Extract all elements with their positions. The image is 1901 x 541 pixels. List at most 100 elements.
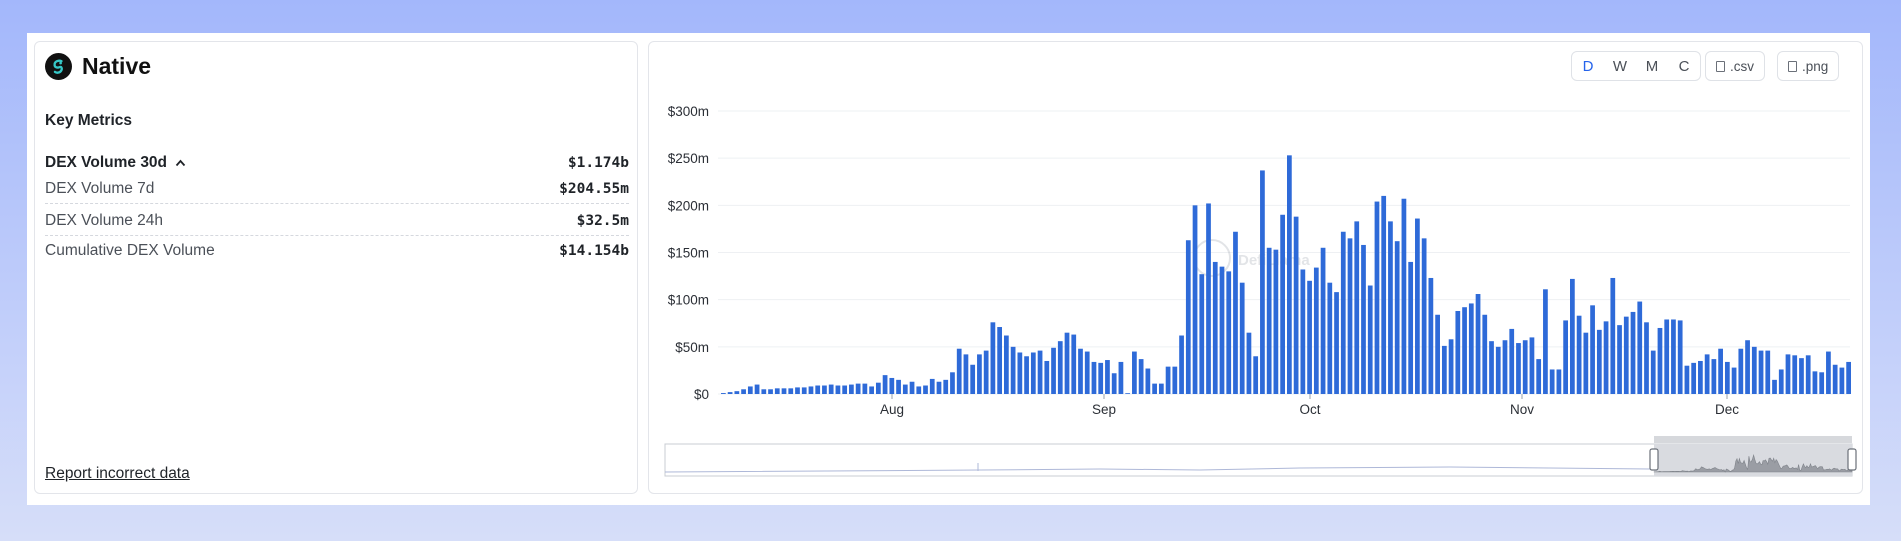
bar — [862, 383, 868, 394]
brush-area — [1653, 453, 1853, 473]
bar — [1266, 247, 1272, 394]
brush-series-line — [664, 466, 1651, 473]
period-button-d[interactable]: D — [1582, 57, 1594, 75]
x-tick-label: Aug — [880, 402, 904, 417]
metric-label: DEX Volume 7d — [45, 180, 155, 197]
bar — [788, 388, 794, 394]
brush-handle-left[interactable] — [1649, 448, 1659, 471]
chart-panel: D W M C .csv .png — [648, 41, 1863, 494]
bar — [916, 386, 922, 394]
bar — [774, 388, 780, 394]
bar — [1596, 329, 1602, 394]
bar — [950, 372, 955, 394]
bar — [1751, 346, 1757, 394]
bar — [734, 391, 740, 394]
zoom-brush[interactable] — [664, 436, 1857, 477]
bar — [1812, 371, 1818, 394]
bar — [882, 375, 888, 394]
bar — [1280, 214, 1285, 394]
bar — [875, 382, 881, 394]
bar — [1260, 170, 1265, 394]
metric-value: $1.174b — [567, 155, 629, 171]
bar — [1718, 348, 1723, 394]
bar — [1347, 238, 1353, 394]
metric-row-dex-volume-30d[interactable]: DEX Volume 30d $1.174b — [45, 154, 629, 172]
bar — [1711, 359, 1717, 394]
bar — [1253, 356, 1259, 394]
bar — [936, 381, 942, 394]
bar — [1778, 369, 1784, 394]
bar — [983, 350, 989, 394]
bar — [781, 388, 787, 394]
bar — [1091, 361, 1097, 394]
bar — [1637, 301, 1643, 394]
metric-row-dex-volume-24h: DEX Volume 24h $32.5m — [45, 212, 629, 236]
bar — [1320, 247, 1326, 394]
bar — [1448, 339, 1454, 394]
bar — [1556, 369, 1562, 394]
report-incorrect-data-link[interactable]: Report incorrect data — [45, 465, 190, 482]
bar — [1745, 340, 1750, 394]
bar — [1657, 327, 1663, 394]
bar — [1441, 345, 1447, 394]
bar — [1024, 356, 1029, 394]
bar — [1334, 292, 1339, 394]
bar — [1576, 315, 1582, 394]
x-tick-label: Oct — [1299, 402, 1320, 417]
period-button-m[interactable]: M — [1645, 57, 1659, 75]
bar — [1509, 328, 1515, 394]
key-metrics-heading: Key Metrics — [45, 112, 133, 129]
download-png-button[interactable]: .png — [1777, 51, 1840, 81]
metric-label: Cumulative DEX Volume — [45, 242, 215, 259]
bar — [1610, 277, 1616, 394]
metric-toggle[interactable]: DEX Volume 30d — [45, 154, 186, 172]
bar — [1374, 201, 1380, 394]
download-csv-button[interactable]: .csv — [1705, 51, 1766, 81]
bar — [1313, 267, 1319, 394]
y-tick-label: $0 — [694, 387, 709, 402]
bar — [1455, 310, 1461, 394]
bar — [1785, 354, 1791, 394]
metrics-panel: Native Key Metrics DEX Volume 30d $1.174… — [34, 41, 638, 494]
bar — [1529, 337, 1535, 394]
bar — [1644, 322, 1649, 394]
bar — [1415, 218, 1420, 394]
bar — [1590, 305, 1595, 394]
bar — [1030, 352, 1036, 394]
bar — [1340, 231, 1346, 394]
bar — [1468, 303, 1474, 394]
bar — [1617, 325, 1622, 394]
bar — [1502, 340, 1508, 394]
period-button-c[interactable]: C — [1678, 57, 1690, 75]
protocol-header: Native — [45, 53, 151, 80]
bar — [1805, 355, 1811, 394]
bar — [1287, 155, 1292, 394]
brush-handle-right[interactable] — [1847, 448, 1857, 471]
bar — [795, 387, 800, 394]
bar — [896, 379, 901, 394]
y-tick-label: $50m — [675, 340, 709, 355]
period-button-w[interactable]: W — [1612, 57, 1628, 75]
bar — [1300, 269, 1306, 394]
bar — [943, 379, 949, 394]
brush-selection-bar[interactable] — [1654, 436, 1852, 443]
bar — [1367, 285, 1373, 394]
metric-row-dex-volume-7d: DEX Volume 7d $204.55m — [45, 180, 629, 204]
bar — [1239, 282, 1245, 394]
bar — [1428, 277, 1434, 394]
bar — [1731, 367, 1737, 394]
chevron-up-icon[interactable] — [175, 159, 186, 167]
bar — [963, 354, 969, 394]
period-selector: D W M C — [1571, 51, 1701, 81]
bar — [1475, 294, 1481, 394]
y-axis: $0 $50m $100m $150m $200m $250m $300m — [668, 104, 709, 402]
metric-value: $32.5m — [576, 213, 629, 229]
y-tick-label: $150m — [668, 246, 709, 261]
x-axis: Aug Sep Oct Nov Dec — [880, 394, 1739, 417]
file-icon — [1716, 60, 1725, 72]
bar — [1165, 366, 1171, 394]
bar — [1051, 347, 1056, 394]
bar — [1758, 350, 1764, 394]
metric-value: $204.55m — [559, 181, 629, 197]
bar — [1650, 350, 1656, 394]
